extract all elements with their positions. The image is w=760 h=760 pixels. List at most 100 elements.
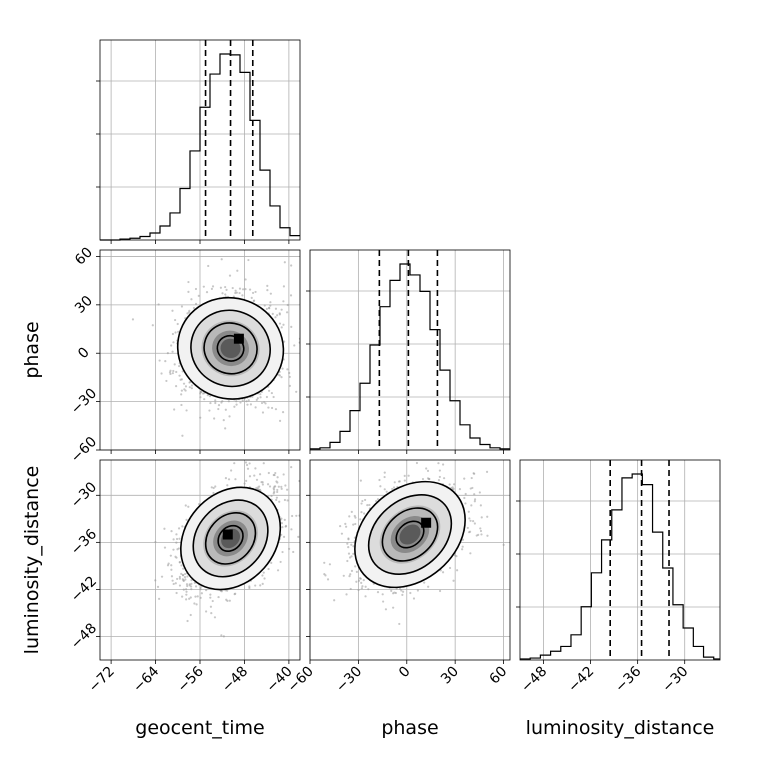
scatter-point [282,300,285,303]
scatter-point [475,452,477,454]
y-tick-label: 30 [72,293,96,317]
scatter-point [179,378,182,381]
scatter-point [456,569,459,572]
scatter-point [368,503,371,507]
scatter-point [279,560,282,564]
scatter-point [415,461,419,465]
scatter-point [164,360,167,363]
scatter-point [258,473,262,476]
scatter-point [293,344,296,347]
scatter-point [409,591,412,595]
scatter-point [174,385,178,388]
scatter-point [354,565,357,568]
scatter-point [259,393,262,396]
scatter-point [284,524,288,528]
scatter-point [281,411,285,414]
scatter-point [184,385,188,388]
scatter-point [379,485,382,488]
scatter-point [221,400,224,403]
scatter-point [261,574,264,577]
scatter-point [461,538,465,541]
scatter-point [185,590,188,593]
scatter-point [234,289,237,292]
scatter-point [252,300,255,303]
scatter-point [194,302,198,305]
contour-line [381,507,439,562]
scatter-point [403,474,406,478]
scatter-point [213,616,217,619]
scatter-point [174,331,177,334]
scatter-point [241,288,245,291]
scatter-point [276,314,279,317]
scatter-point [355,580,358,583]
scatter-point [283,498,287,502]
scatter-point [479,527,482,530]
scatter-point [463,496,466,500]
scatter-point [295,514,298,517]
scatter-point [209,593,212,596]
scatter-point [226,599,229,602]
scatter-point [361,585,364,588]
scatter-point [170,344,173,347]
scatter-point [178,561,181,564]
scatter-point [348,556,352,559]
scatter-point [187,280,190,284]
scatter-point [206,394,209,397]
scatter-point [254,290,257,294]
scatter-point [173,408,176,411]
scatter-point [282,323,285,326]
scatter-point [438,469,441,472]
scatter-point [211,599,214,603]
scatter-point [274,316,277,319]
scatter-point [357,588,360,592]
scatter-point [271,312,274,315]
scatter-point [385,490,388,493]
scatter-point [180,403,183,407]
scatter-point [172,341,175,344]
peak-marker [233,333,244,344]
scatter-point [367,588,370,591]
scatter-point [187,290,190,293]
scatter-point [298,479,300,483]
scatter-point [188,597,191,600]
scatter-point [288,375,291,379]
scatter-point [421,477,425,481]
scatter-point [323,572,326,576]
x-tick-label: 0 [396,664,414,682]
scatter-point [235,291,238,294]
scatter-point [241,399,244,402]
scatter-point [178,374,181,377]
scatter-point [281,367,284,370]
scatter-point [174,582,177,585]
scatter-point [205,291,209,294]
scatter-point [306,314,308,316]
scatter-point [323,561,326,564]
scatter-point [202,285,205,288]
scatter-point [378,478,381,482]
scatter-point [393,481,396,484]
scatter-point [344,522,347,525]
scatter-point [241,294,244,297]
scatter-point [362,579,365,582]
scatter-point [185,518,188,521]
scatter-point [291,514,294,518]
scatter-point [176,322,179,326]
scatter-point [275,496,279,499]
scatter-point [269,301,272,304]
scatter-point [290,325,293,328]
scatter-point [360,511,363,514]
scatter-point [438,589,442,593]
xlabel-luminosity-distance: luminosity_distance [526,717,715,739]
scatter-point [163,527,166,530]
scatter-point [188,584,191,587]
scatter-point [156,585,160,588]
scatter-point [194,287,198,291]
ylabel-luminosity-distance: luminosity_distance [21,466,43,655]
scatter-point [361,499,364,503]
scatter-point [297,535,300,538]
scatter-point [473,522,476,525]
scatter-point [478,491,481,494]
scatter-point [298,514,300,517]
scatter-point [352,523,355,526]
scatter-point [244,461,248,464]
